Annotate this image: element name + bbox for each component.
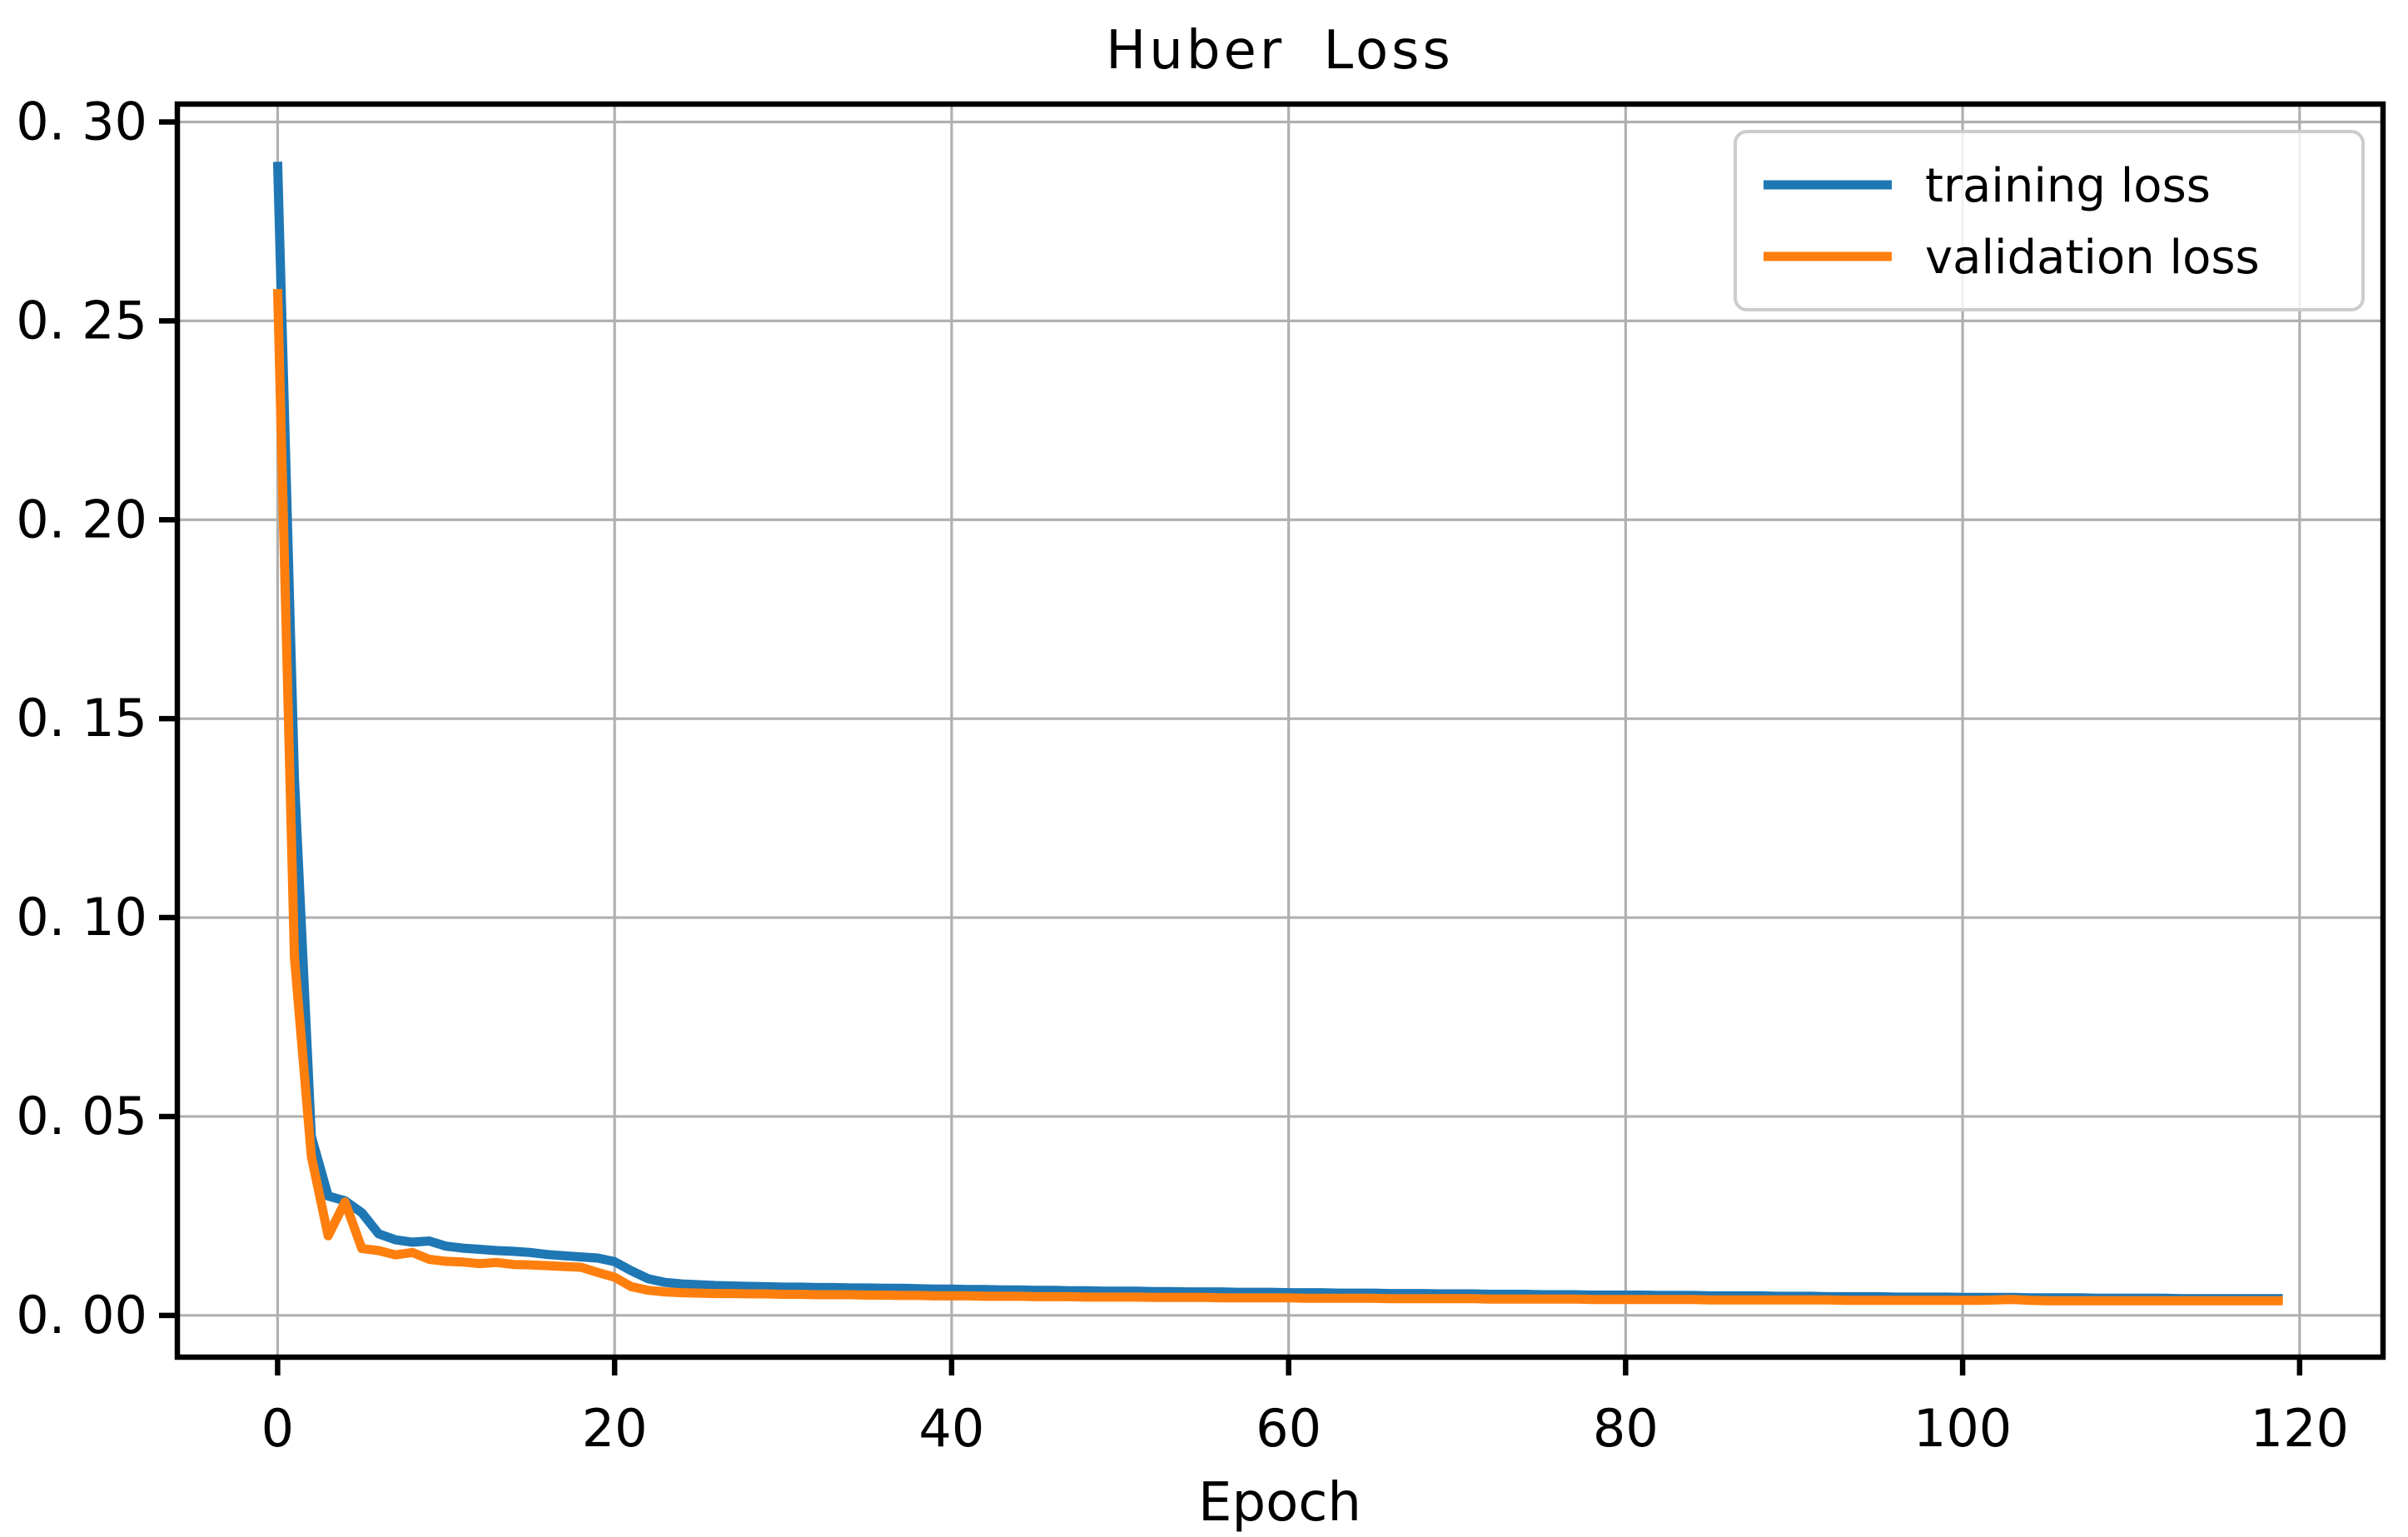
y-tick-label: 0. 10 — [16, 887, 147, 948]
x-tick-label: 20 — [582, 1398, 648, 1459]
legend-label-validation-loss: validation loss — [1925, 231, 2260, 285]
x-tick-label: 60 — [1256, 1398, 1321, 1459]
x-tick-label: 80 — [1593, 1398, 1659, 1459]
legend: training loss validation loss — [1734, 130, 2365, 311]
y-tick-label: 0. 30 — [16, 92, 147, 152]
chart-title: Huber Loss — [1106, 20, 1454, 82]
x-axis-label: Epoch — [1198, 1472, 1361, 1534]
series-line-validation-loss — [272, 289, 2283, 1306]
x-tick-label: 0 — [261, 1398, 294, 1459]
series-line-training-loss — [272, 162, 2283, 1304]
grid-layer — [177, 104, 2383, 1357]
series-lines — [272, 162, 2283, 1306]
axis-ticks — [159, 119, 2303, 1375]
y-tick-label: 0. 05 — [16, 1086, 147, 1147]
y-tick-label: 0. 20 — [16, 489, 147, 550]
x-tick-label: 100 — [1913, 1398, 2012, 1459]
legend-frame — [1734, 130, 2365, 311]
axis-tick-labels: 0 20 40 60 80 100 120 0. 30 0. 25 0. 20 0. 15 0. 10… — [16, 92, 2349, 1460]
y-tick-label: 0. 15 — [16, 688, 147, 749]
x-tick-label: 120 — [2251, 1398, 2349, 1459]
plot-border — [174, 101, 2386, 1360]
legend-label-training-loss: training loss — [1925, 159, 2211, 213]
y-tick-label: 0. 25 — [16, 290, 147, 351]
x-tick-label: 40 — [918, 1398, 984, 1459]
y-tick-label: 0. 00 — [16, 1285, 147, 1345]
